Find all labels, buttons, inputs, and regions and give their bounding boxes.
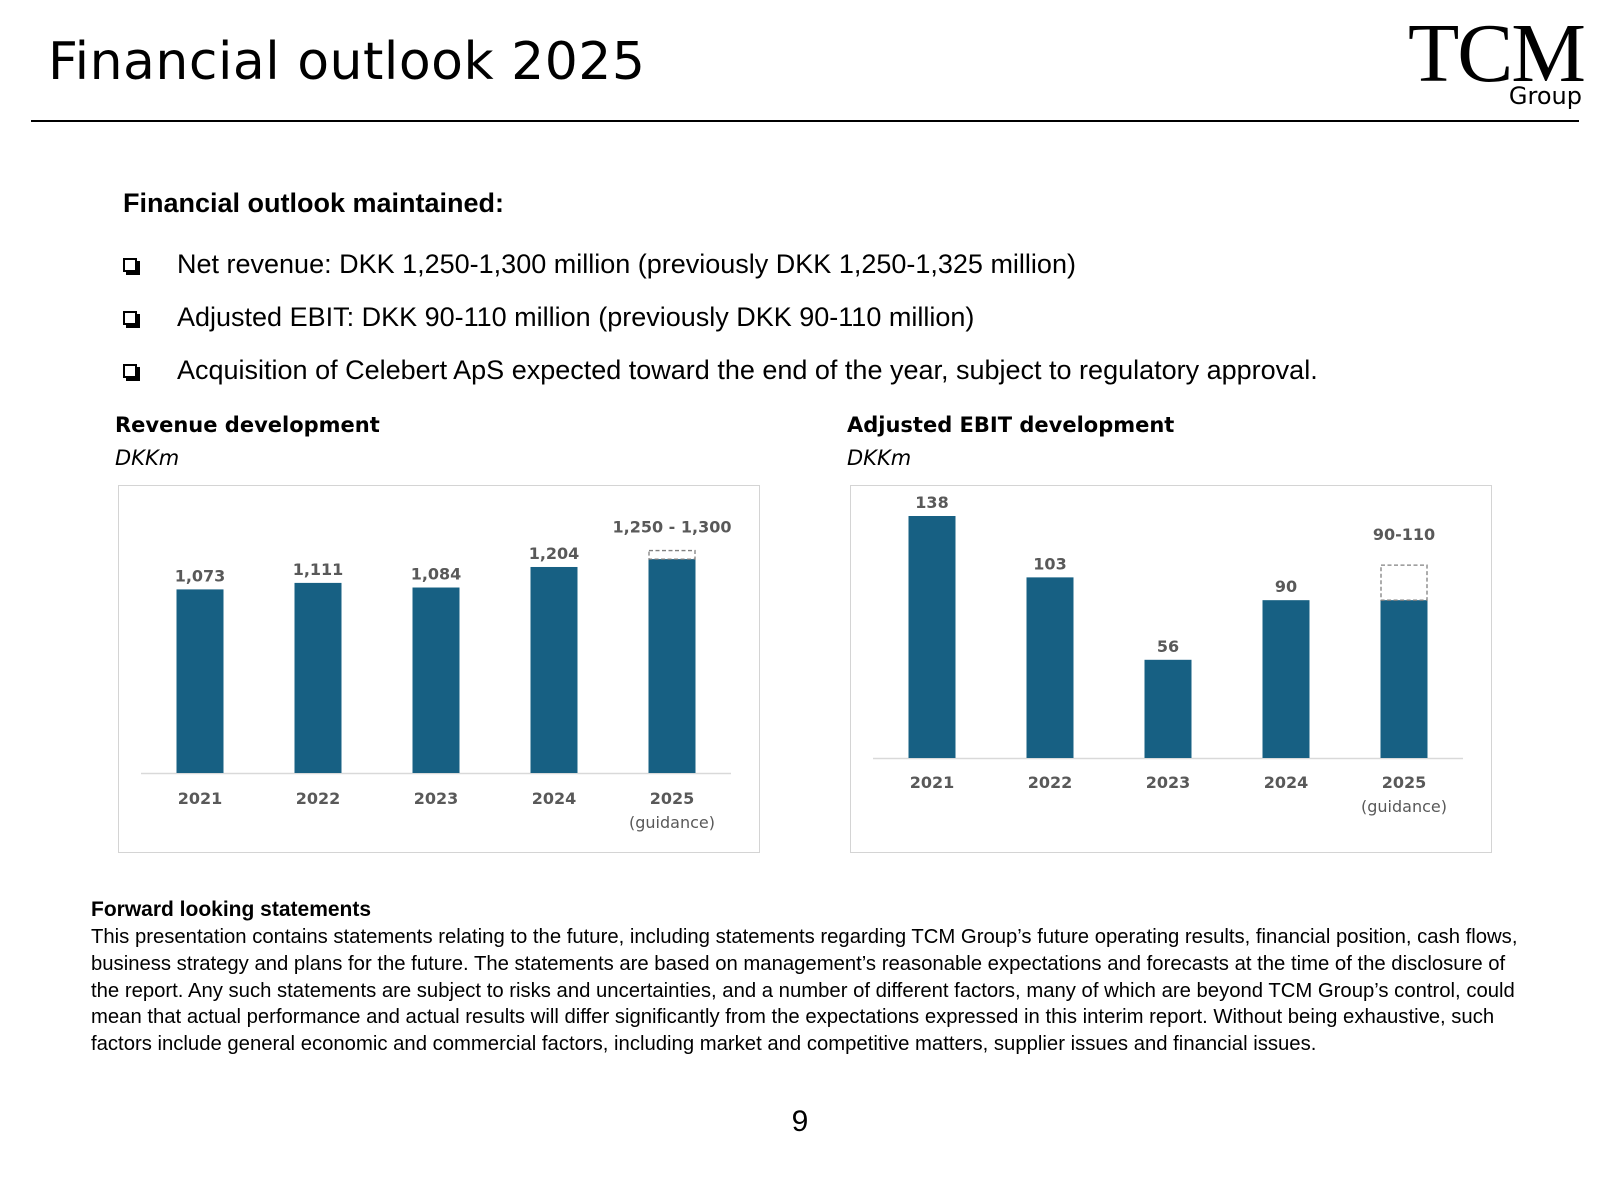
revenue-chart-svg: 1,073 2021 1,111 2022 1,084 2023 1,204 2024 1,25… (141, 518, 732, 832)
revenue-data-label-2025: 1,250 - 1,300 (613, 518, 732, 537)
ebit-tick-label-2023: 2023 (1146, 773, 1191, 792)
checkbox-bullet-icon (123, 310, 140, 328)
revenue-data-label-2022: 1,111 (293, 560, 344, 579)
revenue-bar-2023 (412, 587, 460, 773)
ebit-tick-sublabel-2025: (guidance) (1361, 797, 1447, 816)
page-title: Financial outlook 2025 (48, 32, 646, 92)
ebit-bar-2022 (1026, 577, 1074, 758)
company-logo: TCM Group (1384, 7, 1586, 116)
ebit-data-label-2025: 90-110 (1373, 525, 1435, 544)
revenue-bar-2022 (294, 582, 342, 773)
page-number: 9 (791, 1105, 809, 1138)
revenue-tick-label-2021: 2021 (178, 789, 223, 808)
outlook-bullet-list: Net revenue: DKK 1,250-1,300 million (pr… (123, 238, 1318, 397)
forward-looking-body: This presentation contains statements re… (91, 926, 1518, 1056)
checkbox-bullet-icon (123, 363, 140, 381)
revenue-tick-label-2024: 2024 (532, 789, 577, 808)
revenue-chart-title: Revenue development (115, 413, 380, 437)
ebit-chart-svg: 138 2021 103 2022 56 2023 90 2024 90-110 2025 (gui… (873, 493, 1463, 816)
revenue-tick-label-2023: 2023 (414, 789, 459, 808)
revenue-data-label-2024: 1,204 (529, 544, 580, 563)
ebit-chart-title: Adjusted EBIT development (847, 413, 1175, 437)
ebit-bar-2024 (1262, 600, 1310, 758)
logo-wordmark: TCM (1407, 7, 1586, 100)
revenue-bar-2024 (530, 566, 578, 773)
ebit-data-label-2023: 56 (1157, 637, 1179, 656)
outlook-bullet: Net revenue: DKK 1,250-1,300 million (pr… (123, 238, 1318, 291)
ebit-tick-label-2021: 2021 (910, 773, 955, 792)
ebit-bar-2021 (908, 516, 956, 758)
revenue-tick-label-2022: 2022 (296, 789, 341, 808)
revenue-data-label-2023: 1,084 (411, 565, 462, 584)
ebit-chart-unit: DKKm (847, 446, 912, 470)
ebit-bar-2023 (1144, 659, 1192, 758)
ebit-guidance-range-2025 (1380, 564, 1428, 601)
revenue-guidance-range-2025 (648, 549, 696, 560)
ebit-tick-label-2022: 2022 (1028, 773, 1073, 792)
ebit-tick-label-2025: 2025 (1382, 773, 1427, 792)
ebit-chart: 138 2021 103 2022 56 2023 90 2024 90-110 2025 (gui… (850, 485, 1492, 853)
outlook-bullet-text: Adjusted EBIT: DKK 90-110 million (previ… (177, 302, 975, 332)
outlook-heading: Financial outlook maintained: (123, 188, 505, 218)
outlook-bullet-text: Acquisition of Celebert ApS expected tow… (177, 355, 1318, 385)
revenue-chart: 1,073 2021 1,111 2022 1,084 2023 1,204 2024 1,25… (118, 485, 760, 853)
revenue-bar-2021 (176, 589, 224, 773)
checkbox-bullet-icon (123, 257, 140, 275)
ebit-bar-2025 (1380, 600, 1428, 758)
outlook-bullet-text: Net revenue: DKK 1,250-1,300 million (pr… (177, 249, 1076, 279)
logo-subtitle: Group (1508, 82, 1582, 110)
ebit-data-label-2021: 138 (915, 493, 948, 512)
ebit-data-label-2024: 90 (1275, 577, 1297, 596)
revenue-bar-2025 (648, 559, 696, 773)
forward-looking-heading: Forward looking statements (91, 898, 372, 921)
revenue-chart-unit: DKKm (115, 446, 180, 470)
revenue-tick-label-2025: 2025 (650, 789, 695, 808)
outlook-bullet: Acquisition of Celebert ApS expected tow… (123, 344, 1318, 397)
ebit-tick-label-2024: 2024 (1264, 773, 1309, 792)
revenue-data-label-2021: 1,073 (175, 566, 226, 585)
outlook-bullet: Adjusted EBIT: DKK 90-110 million (previ… (123, 291, 1318, 344)
ebit-data-label-2022: 103 (1033, 554, 1066, 573)
title-divider (31, 120, 1579, 122)
revenue-tick-sublabel-2025: (guidance) (629, 813, 715, 832)
